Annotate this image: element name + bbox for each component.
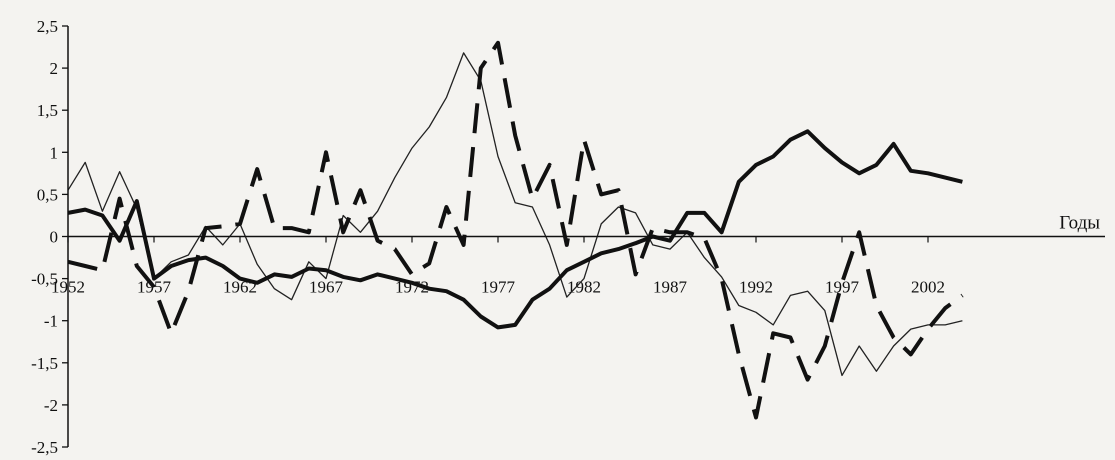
y-tick-label: -2 [44, 396, 58, 415]
y-axis-ticks: 2,521,510,50-0,5-1-1,5-2-2,5 [31, 17, 68, 457]
y-tick-label: 0,5 [37, 185, 58, 204]
y-tick-label: -1,5 [31, 354, 58, 373]
y-tick-label: 2 [50, 59, 59, 78]
x-tick-label: 1982 [567, 278, 601, 297]
x-tick-label: 1977 [481, 278, 516, 297]
y-tick-label: 1,5 [37, 101, 58, 120]
x-tick-label: 1987 [653, 278, 688, 297]
x-axis-ticks: 1952 1957 1962 1967 1972 1977 1982 1987 1992 1997… [51, 237, 945, 297]
series-line-thin [68, 53, 962, 376]
y-tick-label: 2,5 [37, 17, 58, 36]
x-tick-label: 2002 [911, 278, 945, 297]
x-axis-title: Годы [1059, 213, 1100, 234]
series-lines [68, 43, 962, 418]
series-line-dashed [68, 43, 962, 418]
y-tick-label: -1 [44, 312, 58, 331]
x-tick-label: 1997 [825, 278, 860, 297]
x-tick-label: 1967 [309, 278, 344, 297]
series-line-thick [68, 131, 962, 327]
y-tick-label: 0 [50, 228, 59, 247]
y-tick-label: -2,5 [31, 438, 58, 457]
y-tick-label: 1 [50, 143, 59, 162]
x-tick-label: 1992 [739, 278, 773, 297]
